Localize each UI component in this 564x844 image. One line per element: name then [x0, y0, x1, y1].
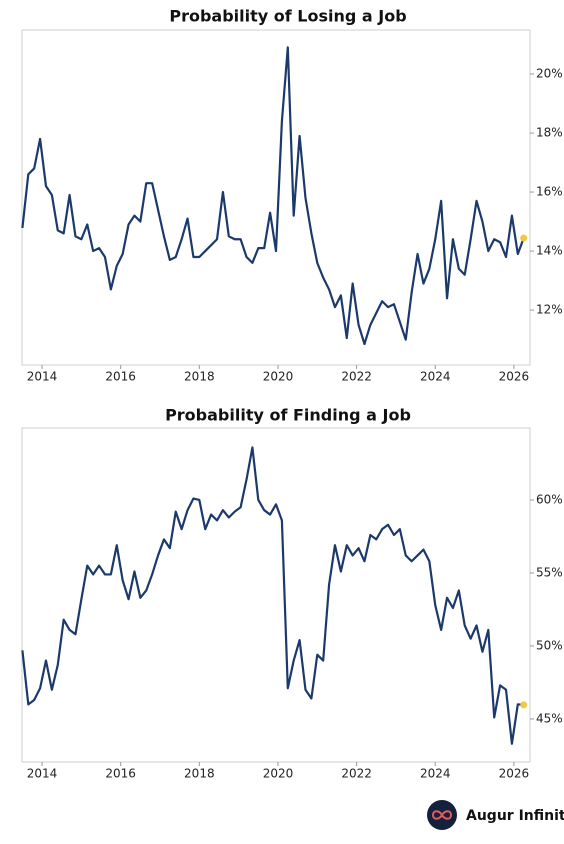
x-tick-label: 2026 — [499, 767, 530, 781]
end-marker — [520, 701, 528, 709]
brand-name: Augur Infinity — [466, 808, 564, 824]
x-tick-label: 2016 — [105, 767, 136, 781]
x-tick-label: 2026 — [499, 370, 530, 384]
y-tick-label: 50% — [536, 638, 563, 652]
x-tick-label: 2022 — [341, 767, 372, 781]
y-tick-label: 60% — [536, 492, 563, 506]
x-tick-label: 2024 — [420, 370, 451, 384]
logo-symbol — [431, 810, 453, 820]
x-tick-label: 2016 — [105, 370, 136, 384]
x-tick-label: 2024 — [420, 767, 451, 781]
y-tick-label: 55% — [536, 565, 563, 579]
plot-frame — [21, 29, 531, 366]
y-tick-label: 14% — [536, 244, 563, 258]
x-tick-label: 2020 — [263, 370, 294, 384]
chart-title: Probability of Losing a Job — [169, 7, 406, 26]
y-tick-label: 12% — [536, 303, 563, 317]
x-tick-label: 2014 — [27, 767, 58, 781]
x-tick-label: 2018 — [184, 767, 215, 781]
data-line — [21, 46, 525, 346]
y-tick-label: 20% — [536, 66, 563, 80]
logo — [427, 800, 457, 830]
chart: Probability of Finding a Job 45% 50% 55% 60%… — [21, 406, 563, 781]
end-marker — [520, 234, 528, 242]
data-line — [21, 446, 524, 745]
x-tick-label: 2020 — [263, 767, 294, 781]
chart-title: Probability of Finding a Job — [165, 406, 411, 425]
plot-frame — [21, 427, 531, 763]
x-tick-label: 2018 — [184, 370, 215, 384]
y-tick-label: 18% — [536, 126, 563, 140]
x-tick-label: 2014 — [27, 370, 58, 384]
y-tick-label: 45% — [536, 711, 563, 725]
x-tick-label: 2022 — [341, 370, 372, 384]
chart: Probability of Losing a Job 12% 14% 16% 18% 2… — [21, 7, 563, 384]
y-tick-label: 16% — [536, 185, 563, 199]
